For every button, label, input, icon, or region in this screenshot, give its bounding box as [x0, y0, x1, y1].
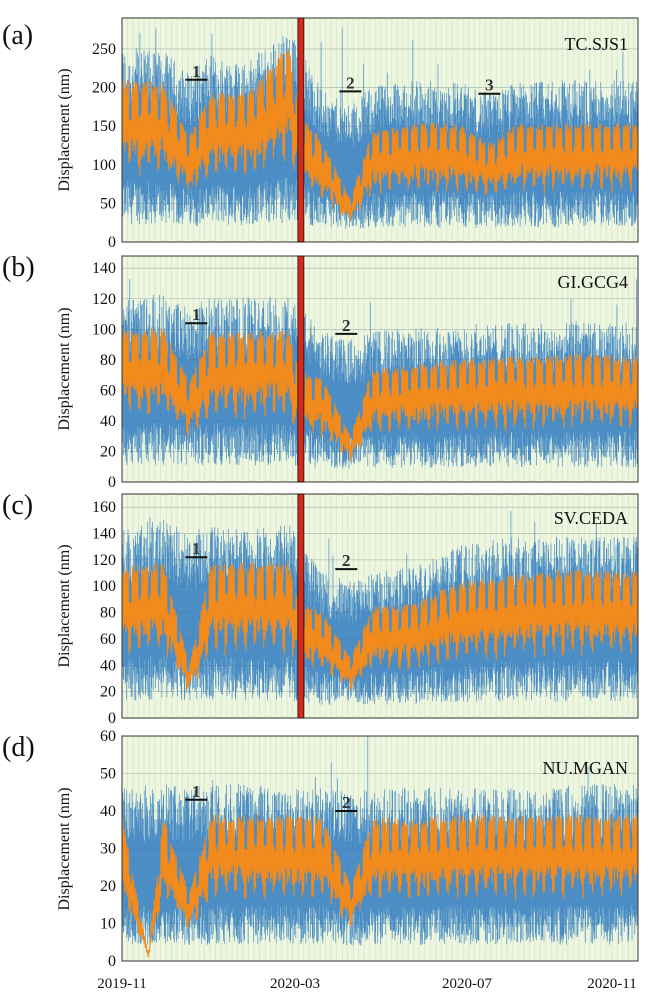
y-tick-label: 10 [100, 916, 116, 933]
daily-median-series [121, 562, 639, 691]
panel-b-label: (b) [2, 252, 35, 283]
y-tick-label: 40 [100, 413, 116, 430]
panel-d: (d) NU.MGAN Displacement (nm) [2, 732, 639, 962]
lockdown-marker [297, 493, 305, 719]
panel-c-label: (c) [2, 490, 33, 521]
y-tick-label: 120 [92, 552, 116, 569]
y-tick-label: 40 [100, 657, 116, 674]
daily-median-series [121, 814, 639, 958]
panel-d-label: (d) [2, 732, 35, 763]
y-tick-label: 50 [100, 766, 116, 783]
y-tick-label: 160 [92, 499, 116, 516]
x-tick-label: 2020-07 [442, 976, 492, 992]
event-marker-label: 2 [342, 793, 351, 812]
y-tick-label: 140 [92, 260, 116, 277]
event-marker-label: 2 [342, 316, 351, 335]
panel-a-station: TC.SJS1 [564, 34, 628, 54]
y-tick-label: 200 [92, 80, 116, 97]
y-tick-label: 50 [100, 195, 116, 212]
y-tick-label: 150 [92, 118, 116, 135]
y-tick-label: 100 [92, 157, 116, 174]
panel-a-label: (a) [2, 20, 33, 51]
panel-b-station: GI.GCG4 [558, 272, 629, 292]
x-tick-label: 2020-11 [587, 976, 636, 992]
event-marker-label: 1 [192, 62, 201, 81]
plot-area-3 [121, 735, 639, 962]
event-marker-label: 1 [192, 305, 201, 324]
panel-c-frame [121, 493, 639, 719]
y-tick-label: 80 [100, 352, 116, 369]
x-tick-label: 2020-03 [270, 976, 320, 992]
y-tick-label: 40 [100, 803, 116, 820]
y-tick-label: 250 [92, 41, 116, 58]
x-tick-label: 2019-11 [97, 976, 146, 992]
panel-a: (a) TC.SJS1 Displacement (nm) [2, 17, 639, 243]
x-axis-ticks: 2019-11 2020-03 2020-07 2020-11 [97, 976, 636, 992]
event-marker-label: 2 [342, 551, 351, 570]
plot-area-2 [121, 494, 639, 719]
y-tick-label: 100 [92, 321, 116, 338]
panel-c: (c) SV.CEDA Displacement (nm) [2, 490, 639, 719]
y-tick-label: 0 [108, 710, 116, 727]
panel-c-ylabel: Displacement (nm) [56, 544, 73, 667]
y-tick-label: 0 [108, 234, 116, 251]
panel-b-frame [121, 255, 639, 483]
panel-b-ylabel: Displacement (nm) [56, 307, 73, 430]
y-tick-label: 100 [92, 578, 116, 595]
daily-median-series [121, 50, 639, 221]
y-tick-label: 30 [100, 841, 116, 858]
plot-area-0 [121, 18, 639, 243]
y-tick-label: 140 [92, 526, 116, 543]
panel-a-ylabel: Displacement (nm) [56, 68, 73, 191]
lockdown-marker [297, 255, 305, 483]
panel-d-station: NU.MGAN [543, 758, 629, 778]
panel-b: (b) GI.GCG4 Displacement (nm) [2, 252, 639, 483]
event-marker-label: 2 [346, 73, 355, 92]
y-tick-label: 60 [100, 631, 116, 648]
y-tick-label: 80 [100, 605, 116, 622]
event-marker-label: 1 [192, 539, 201, 558]
panel-c-station: SV.CEDA [554, 508, 628, 528]
y-tick-label: 20 [100, 878, 116, 895]
panel-d-frame [121, 735, 639, 962]
event-marker-label: 1 [192, 782, 201, 801]
y-tick-label: 120 [92, 291, 116, 308]
y-tick-label: 0 [108, 953, 116, 970]
y-tick-label: 60 [100, 382, 116, 399]
y-tick-label: 20 [100, 684, 116, 701]
daily-median-series [121, 328, 639, 462]
y-tick-label: 0 [108, 474, 116, 491]
event-marker-label: 3 [485, 76, 494, 95]
y-tick-label: 60 [100, 728, 116, 745]
panel-a-frame [121, 17, 639, 243]
panel-d-ylabel: Displacement (nm) [56, 787, 73, 910]
y-tick-label: 20 [100, 443, 116, 460]
lockdown-marker [297, 17, 305, 243]
